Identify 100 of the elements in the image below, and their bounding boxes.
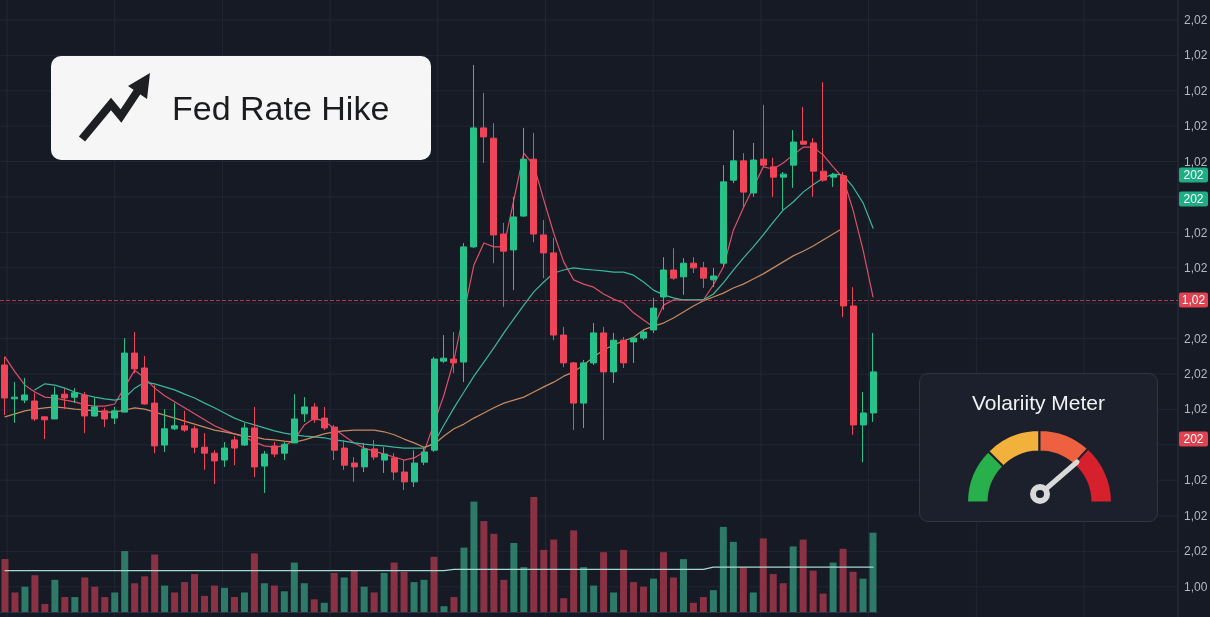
bar (141, 576, 149, 612)
candlestick (151, 384, 158, 454)
text: 1,02 (1184, 48, 1208, 62)
bar (440, 606, 448, 612)
candlestick (790, 129, 797, 189)
text: 1,00 (1184, 580, 1208, 594)
bar (400, 571, 408, 612)
bar (560, 598, 568, 612)
candlestick (600, 326, 607, 441)
bar (570, 530, 578, 612)
candlestick (351, 456, 358, 483)
candlestick (241, 422, 248, 447)
text: 2,02 (1184, 13, 1208, 27)
text: 2,02 (1184, 544, 1208, 558)
candlestick (450, 331, 457, 374)
bar (590, 585, 598, 612)
candlestick (680, 257, 687, 296)
bar (600, 552, 608, 612)
text: 2,02 (1184, 367, 1208, 381)
candlestick (730, 129, 737, 184)
bar (610, 592, 618, 612)
bar (191, 574, 199, 612)
bar (659, 552, 667, 612)
candlestick (580, 359, 587, 429)
candlestick (391, 452, 398, 481)
candlestick (820, 81, 827, 183)
candlestick (590, 322, 597, 366)
bar (81, 577, 89, 612)
candlestick (780, 171, 787, 211)
candlestick (660, 256, 667, 311)
bar (131, 583, 139, 612)
bar (829, 562, 837, 612)
callout-card: Fed Rate Hike (51, 56, 431, 160)
candlestick (840, 171, 847, 318)
text: 1,02 (1184, 509, 1208, 523)
candlestick (490, 122, 497, 264)
bar (151, 554, 159, 612)
bar (789, 546, 797, 612)
bar (230, 597, 238, 612)
bar (759, 538, 767, 612)
bar (161, 585, 169, 612)
bar (719, 526, 727, 612)
candlestick (251, 406, 258, 478)
bar (580, 567, 588, 612)
text: 1,02 (1184, 473, 1208, 487)
text: 202 (1183, 192, 1204, 206)
candlestick (271, 441, 278, 458)
candlestick (131, 331, 138, 374)
bar (620, 549, 628, 612)
candlestick (91, 397, 98, 418)
bar (679, 559, 687, 612)
bar (171, 592, 179, 612)
bar (370, 592, 378, 612)
bar (280, 591, 288, 612)
text: Volariity Meter (971, 391, 1106, 414)
bar (410, 582, 418, 612)
candlestick (301, 396, 308, 423)
candlestick (520, 127, 527, 218)
candlestick (620, 336, 627, 369)
bar (709, 590, 717, 612)
candlestick (141, 355, 148, 406)
candlestick (510, 196, 517, 291)
candlestick (810, 137, 817, 198)
candlestick (181, 410, 188, 433)
candlestick (830, 172, 837, 188)
bar (1, 559, 9, 612)
candlestick (171, 402, 178, 431)
text: 202 (1183, 432, 1204, 446)
candlestick (81, 391, 88, 434)
candlestick (700, 261, 707, 289)
bar (310, 599, 318, 612)
candlestick (121, 337, 128, 413)
bar (530, 497, 538, 612)
bar (350, 570, 358, 612)
bar (510, 543, 518, 612)
candlestick (421, 446, 428, 466)
text: 2,02 (1184, 332, 1208, 346)
bar (799, 539, 807, 612)
text: 202 (1183, 168, 1204, 182)
candlestick (331, 424, 338, 461)
candlestick (710, 267, 717, 288)
candlestick (291, 393, 298, 444)
text: 1,02 (1184, 226, 1208, 240)
annotation: Fed Rate Hike (172, 88, 390, 128)
candlestick (231, 435, 238, 466)
candlestick (41, 415, 48, 440)
candlestick (371, 439, 378, 461)
candlestick (560, 326, 567, 368)
bar (859, 578, 867, 612)
bar (71, 597, 79, 612)
bar (181, 582, 189, 612)
bar (41, 603, 49, 612)
candlestick (470, 64, 477, 249)
bar (260, 583, 268, 612)
candlestick (720, 164, 727, 268)
candlestick (540, 219, 547, 279)
candlestick (411, 449, 418, 488)
text: 1,02 (1184, 84, 1208, 98)
candlestick (191, 425, 198, 454)
bar (520, 567, 528, 612)
